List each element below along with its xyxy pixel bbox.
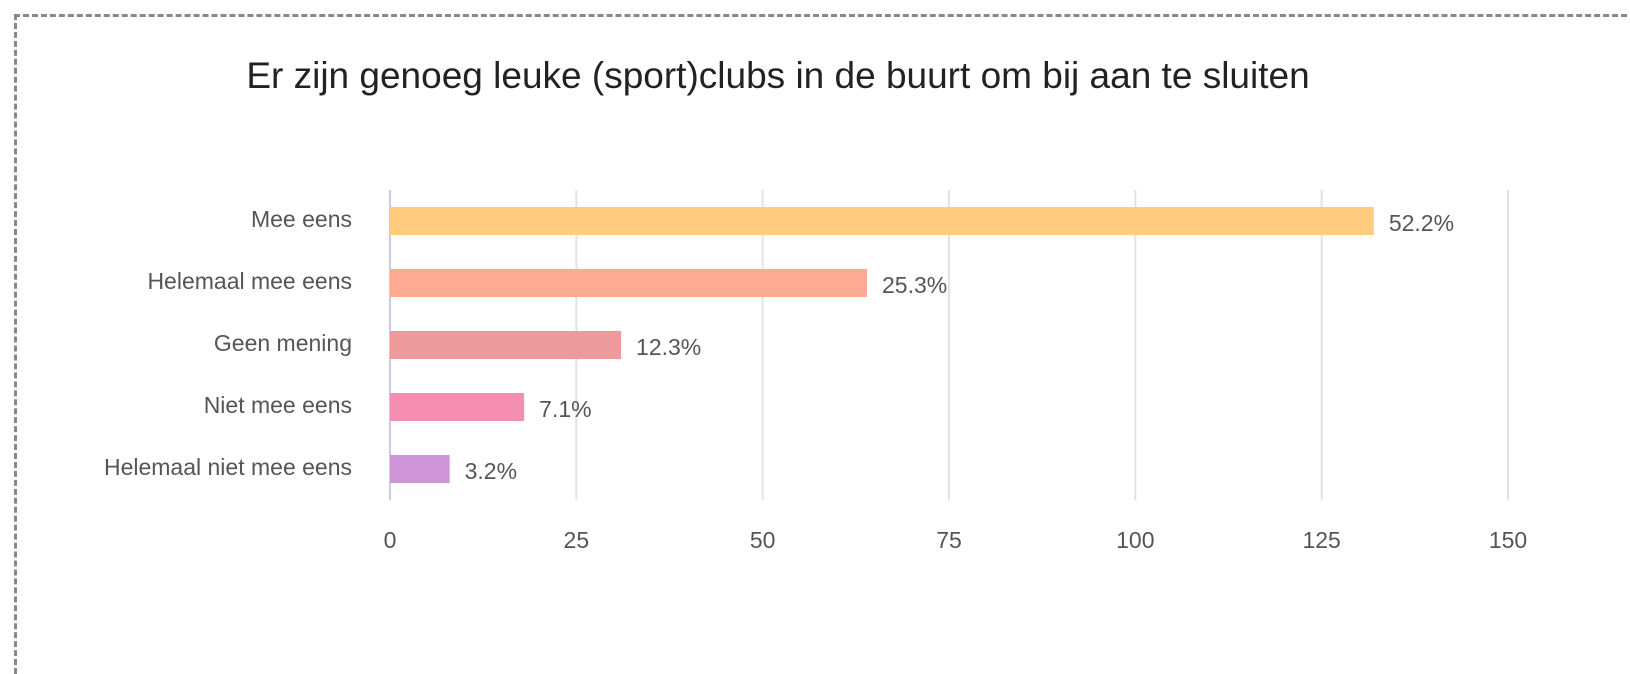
- x-tick-label: 50: [750, 527, 776, 553]
- y-tick-label: Helemaal niet mee eens: [104, 454, 352, 480]
- y-tick-label: Niet mee eens: [204, 392, 352, 418]
- y-tick-label: Helemaal mee eens: [147, 268, 352, 294]
- x-tick-label: 0: [384, 527, 397, 553]
- bar: [390, 331, 622, 359]
- frame: [14, 14, 1630, 674]
- data-label: 25.3%: [882, 272, 947, 298]
- data-label: 3.2%: [465, 458, 517, 484]
- data-label: 7.1%: [539, 396, 591, 422]
- x-tick-label: 25: [564, 527, 590, 553]
- bar: [390, 269, 868, 297]
- x-tick-label: 150: [1489, 527, 1527, 553]
- x-tick-label: 75: [936, 527, 962, 553]
- chart-title: Er zijn genoeg leuke (sport)clubs in de …: [246, 55, 1310, 96]
- data-label: 12.3%: [636, 334, 701, 360]
- data-label: 52.2%: [1389, 210, 1454, 236]
- y-tick-label: Mee eens: [251, 206, 352, 232]
- bar: [390, 207, 1374, 235]
- x-tick-label: 100: [1116, 527, 1154, 553]
- bar: [390, 455, 450, 483]
- bar: [390, 393, 525, 421]
- y-tick-label: Geen mening: [214, 330, 352, 356]
- chart: 0 25 50 75 100 125 150 Mee eens 52.2% Helemaal me…: [104, 190, 1527, 553]
- x-tick-label: 125: [1302, 527, 1340, 553]
- page: {"chart_data": {"type": "bar", "orientat…: [14, 14, 1630, 674]
